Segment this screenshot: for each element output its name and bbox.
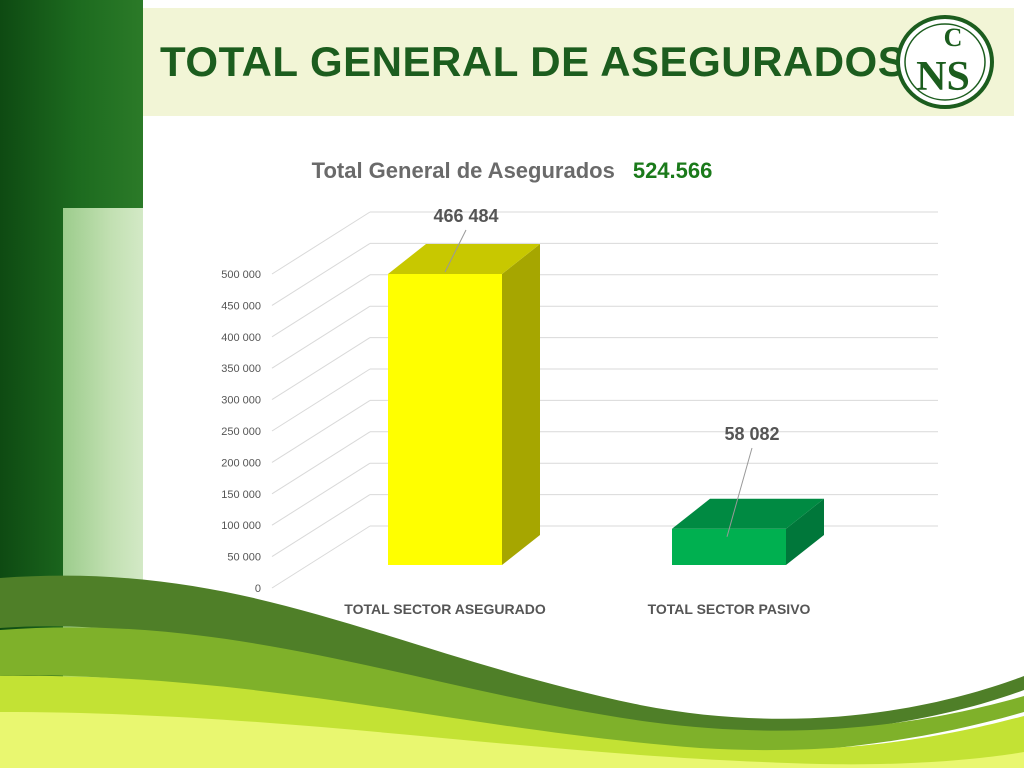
- gridline-diagonal: [271, 368, 371, 432]
- gridline-diagonal: [271, 211, 371, 275]
- bar-top: [672, 498, 824, 529]
- chart-title-value: 524.566: [632, 158, 713, 183]
- gridline-diagonal: [271, 399, 371, 463]
- bar-front: [672, 528, 786, 565]
- gridline-diagonal: [271, 242, 371, 306]
- category-label: TOTAL SECTOR ASEGURADO: [344, 601, 546, 617]
- y-tick-label: 250 000: [221, 426, 261, 438]
- y-tick-label: 200 000: [221, 457, 261, 469]
- y-tick-label: 500 000: [221, 269, 261, 281]
- y-tick-label: 150 000: [221, 489, 261, 501]
- cns-logo: C NS: [896, 15, 994, 109]
- logo-letters-ns: NS: [916, 54, 970, 100]
- y-tick-label: 0: [255, 583, 261, 595]
- gridline-diagonal: [271, 431, 371, 495]
- bar-side: [502, 244, 540, 565]
- y-tick-label: 350 000: [221, 363, 261, 375]
- chart-title-text: Total General de Asegurados: [311, 158, 615, 183]
- gridline-diagonal: [271, 462, 371, 526]
- bar-layer: [388, 244, 824, 565]
- gridline-diagonal: [271, 494, 371, 558]
- title-bar: [143, 8, 1014, 116]
- y-tick-label: 400 000: [221, 332, 261, 344]
- category-label: TOTAL SECTOR PASIVO: [648, 601, 811, 617]
- bar-front: [388, 274, 502, 565]
- data-label: 58 082: [724, 424, 779, 444]
- data-label: 466 484: [433, 206, 498, 226]
- gridline-diagonal: [271, 525, 371, 589]
- label-layer: 0 50 000 100 000 150 000 200 000 250 000 300 0…: [221, 206, 810, 617]
- page-title: TOTAL GENERAL DE ASEGURADOS: [160, 38, 907, 85]
- y-tick-label: 100 000: [221, 520, 261, 532]
- chart-title: Total General de Asegurados 524.566: [0, 158, 1024, 184]
- gridline-diagonal: [271, 337, 371, 401]
- y-tick-label: 450 000: [221, 300, 261, 312]
- bar-top: [388, 244, 540, 274]
- data-label-leader: [726, 447, 753, 537]
- data-label-leader: [444, 229, 467, 273]
- gridline-diagonal: [271, 305, 371, 369]
- bar-side: [786, 498, 824, 565]
- y-tick-label: 300 000: [221, 395, 261, 407]
- gridline-diagonal: [271, 274, 371, 338]
- y-tick-label: 50 000: [227, 552, 261, 564]
- logo-letter-c: C: [944, 23, 963, 52]
